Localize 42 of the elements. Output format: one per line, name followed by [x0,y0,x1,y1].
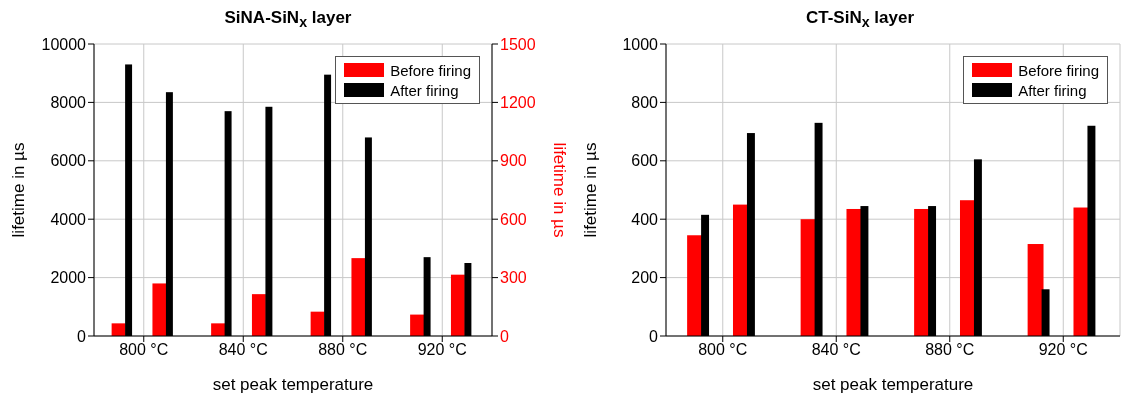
y-tick-label: 0 [649,327,659,345]
y-tick-label: 400 [631,210,659,228]
bar [1027,244,1044,336]
y-axis-title: lifetime in µs [581,142,601,238]
y-tick-label: 6000 [50,152,87,170]
bar [410,314,425,336]
x-axis-title: set peak temperature [212,375,374,394]
bar [152,283,167,336]
y-tick-label: 10000 [41,35,87,53]
x-tick-label: 800 °C [698,341,748,359]
y2-axis-title: lifetime in µs [549,142,569,238]
y-tick-label: 1000 [622,35,659,53]
y-tick-label: 0 [77,327,87,345]
y-tick-label: 200 [631,269,659,287]
chart-title: SiNA-SiN$_{x}$ layer [223,8,353,33]
x-tick-label: 880 °C [318,341,368,359]
y2-tick-label: 900 [500,152,527,170]
y-tick-label: 8000 [50,94,87,112]
x-tick-label: 800 °C [119,341,169,359]
legend-label: Before firing [390,61,471,79]
y-tick-label: 600 [631,152,659,170]
legend-label: After firing [1018,81,1087,99]
x-tick-label: 840 °C [811,341,861,359]
y-axis-title: lifetime in µs [9,142,29,238]
bar [211,323,226,336]
x-tick-label: 920 °C [1038,341,1088,359]
y2-tick-label: 1200 [500,94,536,112]
y-tick-label: 800 [631,94,659,112]
chart-title: CT-SiN$_{x}$ layer [804,8,915,33]
legend-label: After firing [390,81,459,99]
y2-tick-label: 300 [500,269,527,287]
x-tick-label: 880 °C [925,341,975,359]
bar [251,294,266,336]
y2-tick-label: 600 [500,210,527,228]
legend-label: Before firing [1018,61,1099,79]
y-tick-label: 2000 [50,269,87,287]
y2-tick-label: 0 [500,327,509,345]
y2-tick-label: 1500 [500,35,536,53]
x-tick-label: 840 °C [218,341,268,359]
y-tick-label: 4000 [50,210,87,228]
x-tick-label: 920 °C [417,341,467,359]
x-axis-title: set peak temperature [812,375,974,394]
